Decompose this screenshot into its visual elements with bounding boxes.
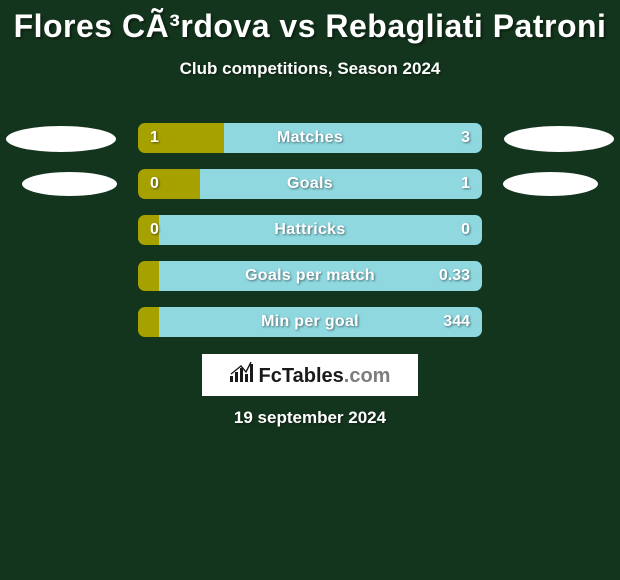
player-oval-left [22,172,117,196]
stat-label: Hattricks [138,215,482,245]
stat-value-right: 0.33 [439,261,470,291]
player-oval-right [504,126,614,152]
stat-value-right: 344 [443,307,470,337]
stat-bar: Min per goal 344 [138,307,482,337]
stat-label: Min per goal [138,307,482,337]
stat-row: 0 Hattricks 0 [0,210,620,256]
stat-value-right: 1 [461,169,470,199]
stat-row: Min per goal 344 [0,302,620,348]
stat-bar: 0 Goals 1 [138,169,482,199]
brand-box: FcTables.com [202,354,418,396]
stat-rows: 1 Matches 3 0 Goals 1 0 Hattricks [0,118,620,348]
stat-bar: Goals per match 0.33 [138,261,482,291]
stat-row: 0 Goals 1 [0,164,620,210]
stat-label: Goals per match [138,261,482,291]
bars-icon [230,362,256,382]
stat-value-right: 0 [461,215,470,245]
stat-row: 1 Matches 3 [0,118,620,164]
player-oval-left [6,126,116,152]
stat-bar: 1 Matches 3 [138,123,482,153]
brand-name: FcTables [259,365,344,387]
stat-value-right: 3 [461,123,470,153]
page-title: Flores CÃ³rdova vs Rebagliati Patroni [0,0,620,45]
stat-label: Matches [138,123,482,153]
brand-inner: FcTables.com [230,362,391,388]
subtitle: Club competitions, Season 2024 [0,59,620,79]
player-oval-right [503,172,598,196]
stat-label: Goals [138,169,482,199]
stat-row: Goals per match 0.33 [0,256,620,302]
brand-tld: .com [344,365,391,387]
comparison-card: Flores CÃ³rdova vs Rebagliati Patroni Cl… [0,0,620,580]
stat-bar: 0 Hattricks 0 [138,215,482,245]
brand-text: FcTables.com [259,365,391,388]
date-text: 19 september 2024 [0,408,620,428]
